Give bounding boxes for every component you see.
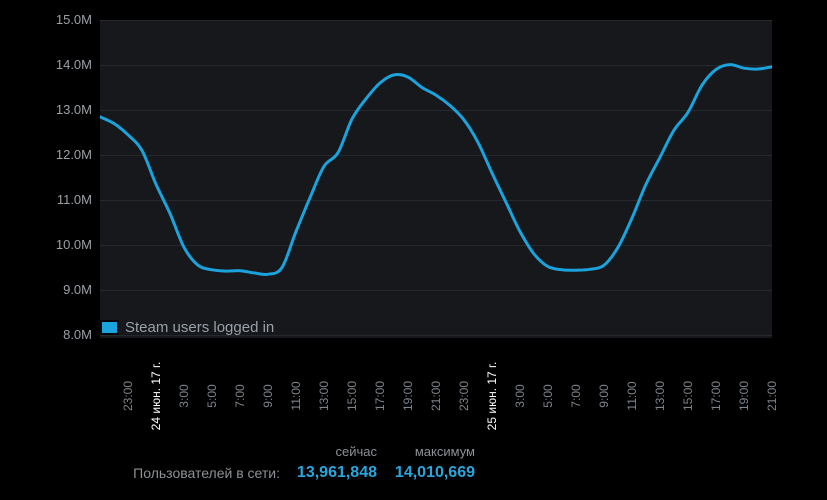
stats-max-value: 14,010,669 — [394, 464, 475, 481]
x-axis-time-label: 17:00 — [709, 380, 723, 412]
chart-legend: Steam users logged in — [100, 319, 274, 336]
stats-now-header: сейчас — [335, 444, 378, 459]
stats-max-header: максимум — [414, 444, 475, 459]
stats-row-label: Пользователей в сети: — [133, 465, 280, 481]
x-axis-time-label: 21:00 — [429, 380, 443, 412]
x-axis-time-label: 5:00 — [541, 384, 555, 408]
steam-users-chart — [100, 20, 772, 338]
x-axis-time-label: 15:00 — [681, 380, 695, 412]
y-axis-tick-label: 10.0M — [55, 237, 92, 252]
x-axis-date-label: 24 июн. 17 г. — [149, 361, 163, 431]
x-axis-time-label: 5:00 — [205, 384, 219, 408]
x-axis-time-label: 15:00 — [345, 380, 359, 412]
legend-swatch-icon — [100, 320, 119, 335]
stats-now-value: 13,961,848 — [296, 464, 377, 481]
y-axis-tick-label: 15.0M — [55, 12, 92, 27]
x-axis-time-label: 21:00 — [765, 380, 779, 412]
x-axis-time-label: 7:00 — [233, 384, 247, 408]
x-axis-time-label: 19:00 — [401, 380, 415, 412]
legend-label: Steam users logged in — [125, 319, 275, 336]
x-axis-time-label: 7:00 — [569, 384, 583, 408]
x-axis-time-label: 19:00 — [737, 380, 751, 412]
x-axis-date-label: 25 июн. 17 г. — [485, 361, 499, 431]
x-axis-time-label: 11:00 — [625, 381, 639, 411]
x-axis-time-label: 3:00 — [513, 384, 527, 408]
x-axis-time-label: 13:00 — [653, 380, 667, 412]
steam-users-line-series — [100, 63, 772, 277]
y-axis-tick-label: 9.0M — [63, 282, 92, 297]
chart-canvas — [100, 20, 772, 336]
x-axis-time-label: 11:00 — [289, 381, 303, 411]
y-axis-tick-label: 14.0M — [55, 57, 92, 72]
online-users-stats: сейчас максимум Пользователей в сети: 13… — [0, 444, 475, 482]
y-axis-tick-label: 12.0M — [55, 147, 92, 162]
x-axis-time-label: 13:00 — [317, 380, 331, 412]
y-axis-tick-label: 8.0M — [63, 327, 92, 342]
y-axis-tick-label: 11.0M — [56, 192, 92, 207]
x-axis-time-label: 17:00 — [373, 380, 387, 412]
x-axis-time-label: 3:00 — [177, 384, 191, 408]
x-axis-time-label: 9:00 — [261, 384, 275, 408]
x-axis-time-label: 23:00 — [457, 380, 471, 412]
y-axis-tick-label: 13.0M — [55, 102, 92, 117]
x-axis-time-label: 23:00 — [121, 380, 135, 412]
x-axis-time-label: 9:00 — [597, 384, 611, 408]
